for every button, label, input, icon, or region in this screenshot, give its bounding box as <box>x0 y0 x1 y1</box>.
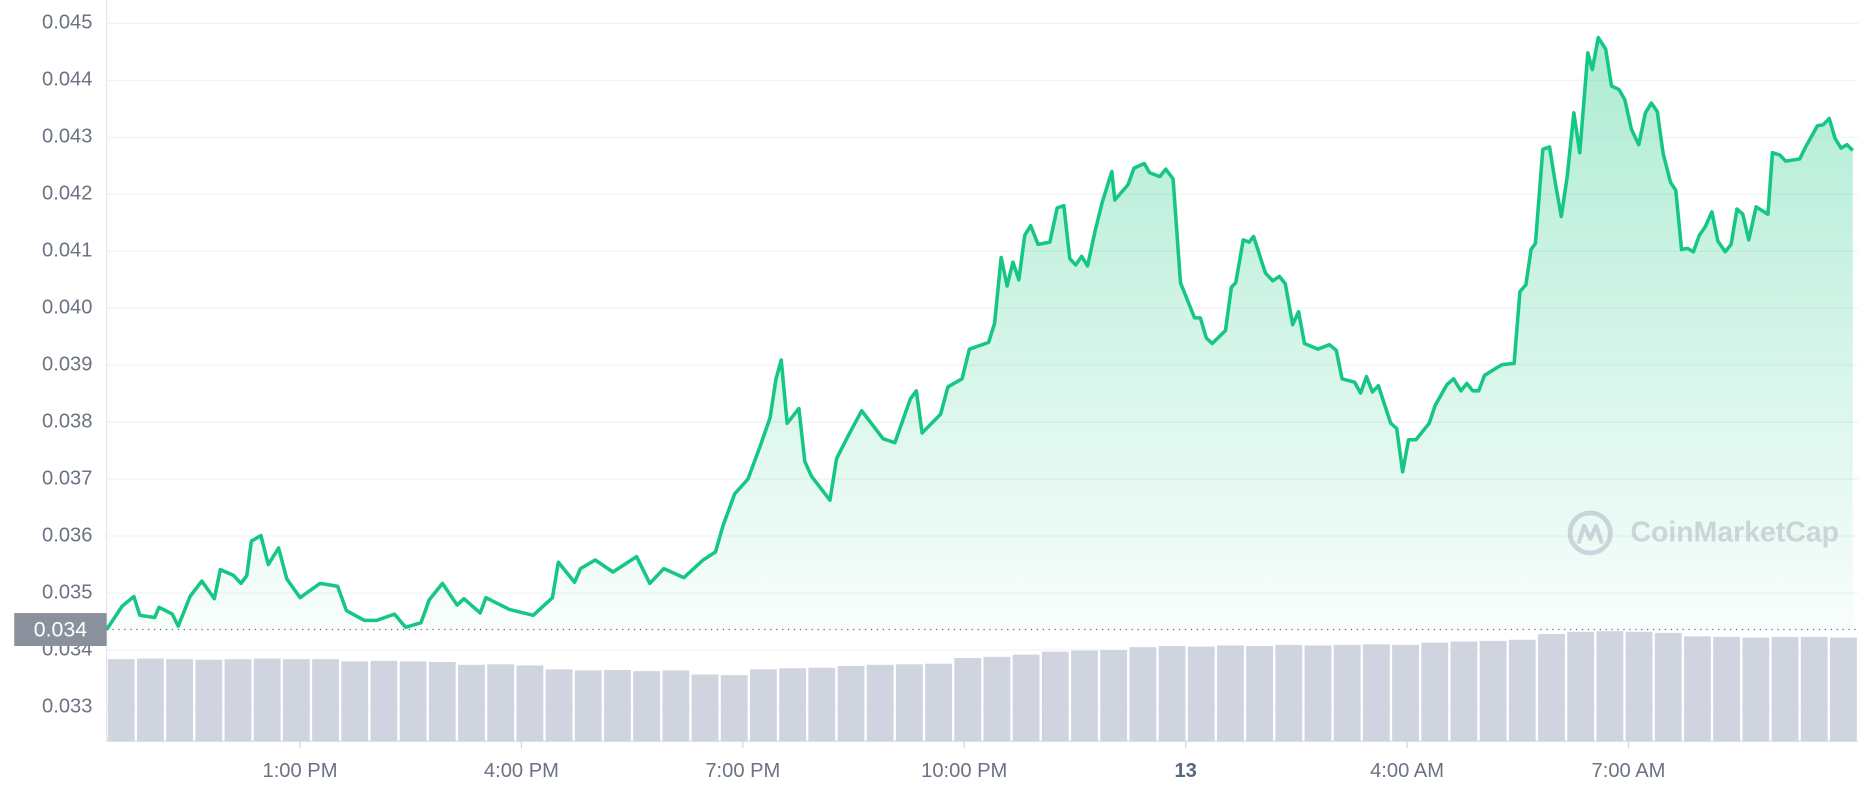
y-tick-label: 0.043 <box>42 126 92 148</box>
y-tick-label: 0.038 <box>42 410 92 432</box>
y-tick-label: 0.036 <box>42 524 92 546</box>
x-tick-label: 7:00 PM <box>705 760 780 782</box>
volume-bar <box>954 658 982 742</box>
volume-bar <box>662 670 690 742</box>
volume-bar <box>1829 637 1857 742</box>
volume-bar <box>720 675 748 742</box>
x-tick-label: 13 <box>1174 760 1196 782</box>
volume-bar <box>1041 651 1069 742</box>
watermark-logo <box>1567 510 1613 556</box>
y-tick-label: 0.044 <box>42 69 92 91</box>
volume-bar <box>1304 645 1332 742</box>
volume-bar <box>983 656 1011 742</box>
volume-bar <box>837 665 865 742</box>
volume-bar <box>487 664 515 742</box>
volume-bar <box>633 671 661 742</box>
volume-bar <box>1158 646 1186 742</box>
volume-bar <box>516 665 544 742</box>
volume-bar <box>1333 644 1361 742</box>
volume-bar <box>399 661 427 742</box>
volume-bar <box>691 674 719 742</box>
volume-bar <box>1421 642 1449 742</box>
volume-bar <box>1479 640 1507 742</box>
volume-bar <box>253 658 281 742</box>
volume-bar <box>312 659 339 742</box>
volume-bar <box>428 661 456 742</box>
volume-bar <box>1217 645 1244 742</box>
volume-bar <box>137 658 164 742</box>
volume-bar <box>1246 646 1274 742</box>
volume-bar <box>1450 641 1478 742</box>
volume-bar <box>779 668 807 742</box>
volume-bar <box>1771 636 1799 742</box>
y-tick-label: 0.042 <box>42 183 92 205</box>
watermark-text: CoinMarketCap <box>1630 517 1839 549</box>
x-tick-label: 7:00 AM <box>1592 760 1666 782</box>
volume-bar <box>341 661 369 742</box>
volume-bar <box>925 663 952 742</box>
price-area <box>106 37 1853 630</box>
volume-bar <box>282 659 310 742</box>
volume-bar <box>866 664 894 742</box>
volume-bar <box>1800 636 1828 742</box>
y-tick-label: 0.037 <box>42 467 92 489</box>
volume-bar <box>1100 650 1128 742</box>
volume-bar <box>1362 644 1390 742</box>
volume-bar <box>1654 632 1682 742</box>
volume-bar <box>1538 634 1565 742</box>
volume-bar <box>1567 631 1595 742</box>
volume-bar <box>107 659 135 742</box>
y-tick-label: 0.040 <box>42 297 92 319</box>
x-tick-label: 1:00 PM <box>263 760 338 782</box>
volume-bar <box>224 659 252 742</box>
price-line <box>105 35 1855 631</box>
volume-bar <box>1392 644 1419 742</box>
volume-bar <box>166 659 194 742</box>
volume-bar <box>749 669 777 742</box>
volume-bar <box>895 664 923 742</box>
axes: 0.033 0.034 0.035 0.036 0.037 0.038 0.039 0.040… <box>14 12 1858 782</box>
y-tick-label: 0.039 <box>42 354 92 376</box>
volume-bar <box>604 669 631 742</box>
y-tick-label: 0.033 <box>42 695 92 717</box>
x-tick-label: 4:00 PM <box>484 760 559 782</box>
x-tick-label: 10:00 PM <box>921 760 1007 782</box>
volume-bar <box>1275 644 1303 742</box>
volume-bar <box>1684 636 1711 742</box>
plot <box>105 35 1858 631</box>
x-tick-label: 4:00 AM <box>1370 760 1444 782</box>
watermark: CoinMarketCap <box>1567 510 1839 556</box>
volume-bar <box>1596 631 1624 742</box>
volume-bars <box>107 631 1857 742</box>
volume-bar <box>1742 637 1770 742</box>
volume-bar <box>1071 650 1098 742</box>
volume-bar <box>1129 647 1157 742</box>
volume-bar <box>1187 646 1215 742</box>
price-label-box <box>14 613 107 646</box>
volume-bar <box>1625 631 1653 742</box>
volume-bar <box>1713 636 1741 742</box>
volume-bar <box>1012 654 1040 742</box>
volume-bar <box>808 667 836 742</box>
volume-bar <box>458 664 485 742</box>
volume-bar <box>574 670 602 742</box>
price-label: 0.034 <box>34 617 88 641</box>
y-tick-label: 0.045 <box>42 12 92 34</box>
y-tick-label: 0.041 <box>42 240 92 262</box>
volume-bar <box>545 669 573 742</box>
volume-bar <box>1508 639 1536 742</box>
watermark-logo-mark <box>1576 523 1605 545</box>
y-tick-label: 0.035 <box>42 581 92 603</box>
volume-bar <box>370 660 398 742</box>
volume-bar <box>195 659 223 742</box>
